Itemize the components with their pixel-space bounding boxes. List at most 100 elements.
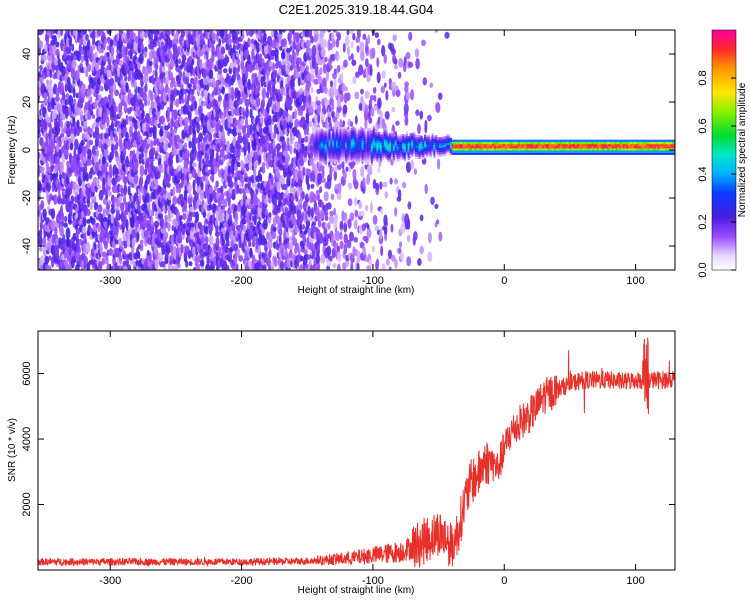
spectrogram-cell xyxy=(407,61,414,68)
spectrogram-cell xyxy=(40,255,45,265)
spectrogram-cell xyxy=(342,104,348,115)
spectrogram-cell xyxy=(40,30,45,34)
spectrogram-cell xyxy=(336,263,341,270)
spectrogram-signal-cell xyxy=(319,153,322,156)
spectrogram-signal-cell xyxy=(367,142,370,145)
spectrogram-signal-cell xyxy=(313,141,316,145)
spectrogram-cell xyxy=(196,121,201,134)
spectrogram-signal-cell xyxy=(352,148,355,151)
spectrogram-signal-cell xyxy=(413,131,416,134)
spectrogram-cell xyxy=(330,193,335,200)
spectrogram-cell xyxy=(78,109,83,116)
spectrogram-cell xyxy=(258,127,263,135)
spectrogram-cell xyxy=(368,169,373,176)
spectrogram-cell xyxy=(244,172,248,179)
spectrogram-cell xyxy=(108,163,113,175)
spectrogram-signal-cell xyxy=(370,156,373,159)
spectrogram-signal-cell xyxy=(319,150,322,153)
spectrogram-cell xyxy=(82,30,87,35)
spectrogram-cell xyxy=(261,30,267,34)
spectrogram-cell xyxy=(298,204,303,210)
spectrogram-cell xyxy=(319,186,323,194)
spectrogram-cell xyxy=(134,173,139,185)
spectrogram-signal-cell xyxy=(391,154,394,157)
spectrogram-cell xyxy=(319,165,325,172)
spectrogram-cell xyxy=(349,231,354,242)
spectrogram-cell xyxy=(114,135,119,142)
spectrogram-signal-cell xyxy=(346,133,350,136)
spectrogram-cell xyxy=(194,100,198,110)
spectrogram-cell xyxy=(223,171,228,181)
spectrogram-cell xyxy=(299,264,304,270)
spectrogram-cell xyxy=(164,253,169,265)
spectrogram-cell xyxy=(123,183,128,196)
spectrogram-cell xyxy=(80,55,84,64)
spectrogram-signal-cell xyxy=(357,141,361,144)
spectrogram-signal-cell xyxy=(381,147,384,150)
spectrogram-cell xyxy=(398,241,403,248)
spectrogram-cell xyxy=(331,103,335,111)
spectrogram-cell xyxy=(122,214,127,222)
spectrogram-cell xyxy=(38,183,43,191)
spectrogram-cell xyxy=(179,220,183,227)
spectrogram-signal-cell xyxy=(376,131,379,134)
spectrogram-cell xyxy=(237,63,241,73)
spectrogram-signal-cell xyxy=(313,154,316,158)
spectrogram-signal-cell xyxy=(403,137,407,140)
spectrogram-signal-cell xyxy=(403,152,407,155)
spectrogram-cell xyxy=(75,31,78,41)
spectrogram-signal-cell xyxy=(357,152,361,155)
spectrogram-signal-cell xyxy=(337,147,340,150)
spectrogram-cell xyxy=(116,66,121,74)
spectrogram-cell xyxy=(376,71,381,84)
spectrogram-cell xyxy=(141,91,147,102)
spectrogram-cell xyxy=(169,39,173,48)
spectrogram-cell xyxy=(166,115,170,123)
spectrogram-cell xyxy=(118,102,122,114)
spectrogram-signal-cell xyxy=(343,156,346,159)
spectrogram-cell xyxy=(215,180,219,188)
spectrogram-signal-cell xyxy=(405,133,408,136)
spectrogram-signal-cell xyxy=(367,147,370,150)
spectrogram-signal-cell xyxy=(319,161,322,164)
spectrogram-cell xyxy=(129,106,133,112)
spectrogram-signal-cell xyxy=(385,155,388,158)
spectrogram-cell xyxy=(320,47,326,58)
spectrogram-cell xyxy=(118,59,123,67)
spectrogram-cell xyxy=(181,98,185,104)
spectrogram-cell xyxy=(395,120,400,126)
spectrogram-signal-cell xyxy=(367,145,370,148)
spectrogram-cell xyxy=(112,109,117,118)
spectrogram-cell xyxy=(272,139,276,149)
spectrogram-signal-cell xyxy=(391,133,394,136)
spectrogram-cell xyxy=(100,30,104,34)
spectrogram-signal-cell xyxy=(376,133,379,136)
spectrogram-cell xyxy=(342,171,347,180)
spectrogram-signal-cell xyxy=(352,132,355,136)
spectrogram-cell xyxy=(97,225,101,233)
spectrogram-cell xyxy=(88,139,94,146)
spectrogram-cell xyxy=(397,189,402,200)
spectrogram-signal-cell xyxy=(343,130,346,133)
spectrogram-cell xyxy=(68,95,74,107)
spectrogram-cell xyxy=(122,119,127,128)
spectrogram-signal-cell xyxy=(319,133,322,136)
spectrogram-cell xyxy=(437,158,441,170)
spectrogram-cell xyxy=(171,265,175,270)
spectrogram-cell xyxy=(172,186,176,197)
spectrogram-signal-cell xyxy=(337,130,340,133)
spectrogram-cell xyxy=(350,53,354,61)
spectrogram-cell xyxy=(149,90,154,102)
spectrogram-signal-cell xyxy=(337,158,340,161)
spectrogram-cell xyxy=(141,109,145,119)
spectrogram-cell xyxy=(444,31,450,39)
spectrogram-signal-cell xyxy=(376,144,379,147)
spectrogram-cell xyxy=(223,68,228,74)
spectrogram-cell xyxy=(408,31,413,41)
spectrogram-cell xyxy=(360,166,365,176)
spectrogram-cell xyxy=(163,266,167,270)
spectrogram-signal-cell xyxy=(337,160,340,163)
spectrogram-cell xyxy=(308,30,313,36)
spectrogram-cell xyxy=(83,255,88,265)
spectrogram-cell xyxy=(335,230,341,242)
